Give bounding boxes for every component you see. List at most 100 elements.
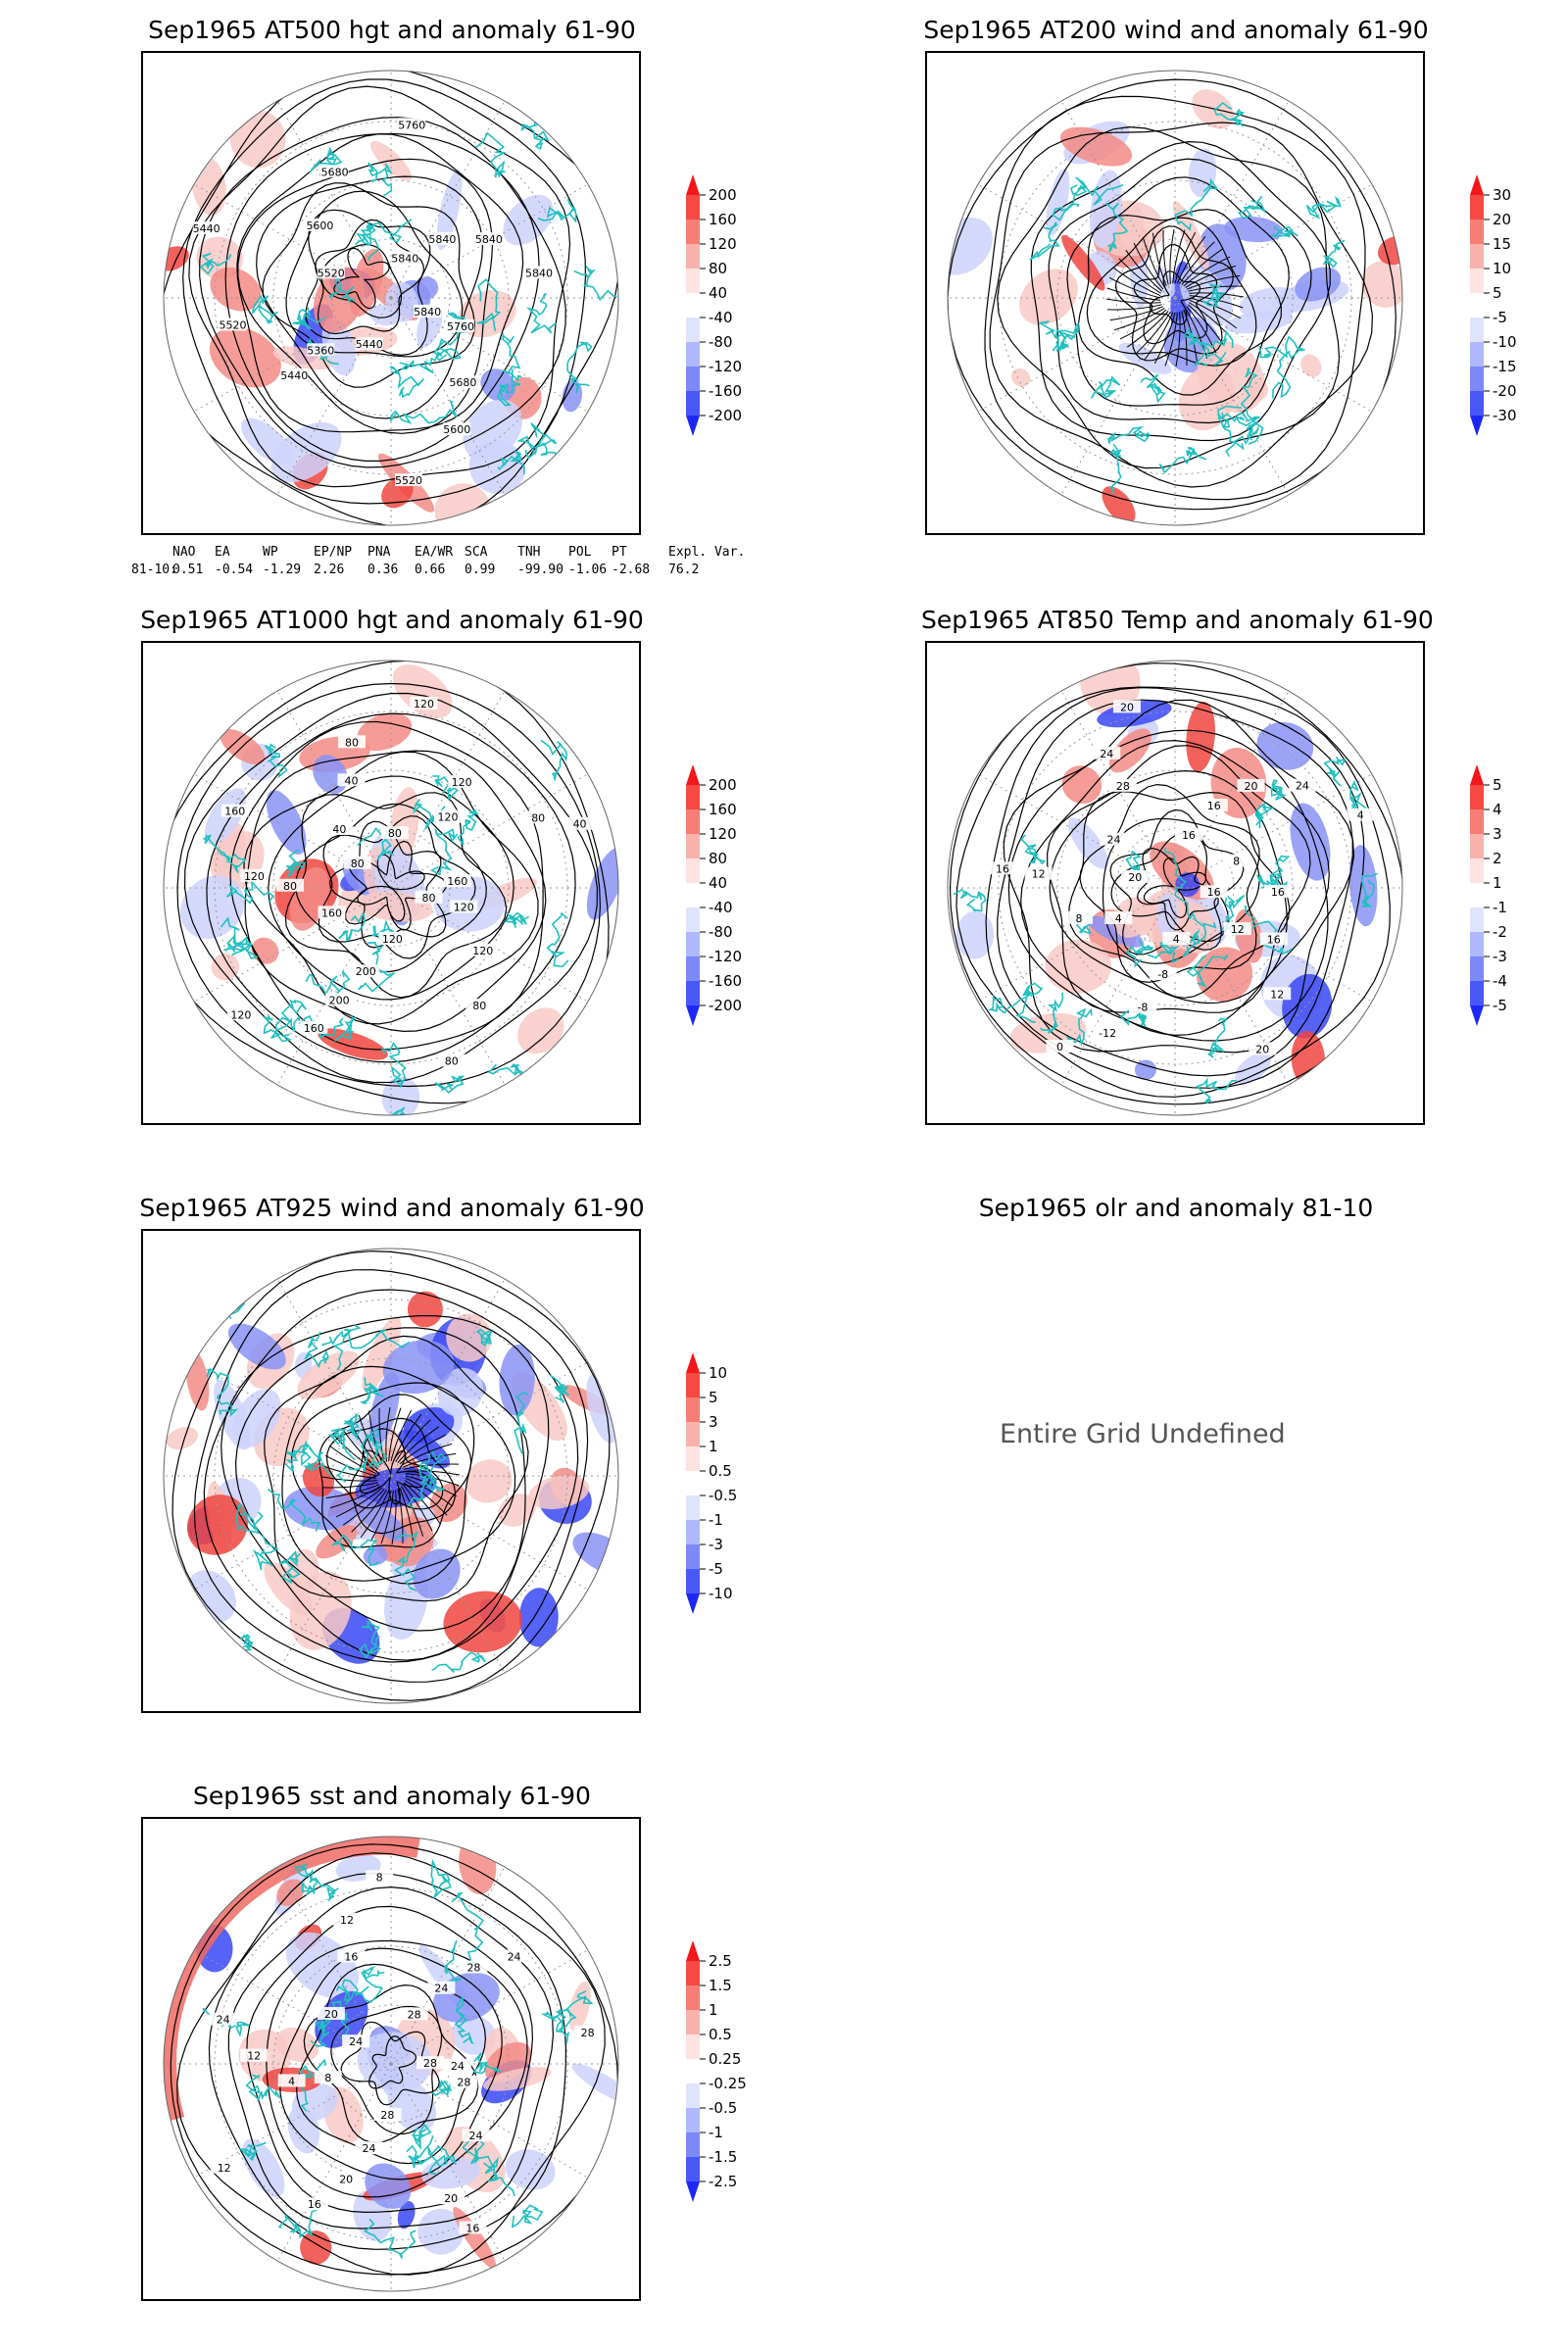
streamline (1107, 304, 1162, 311)
contour-label-bg (1237, 778, 1265, 792)
contour-line (1077, 209, 1283, 396)
streamline (321, 1476, 377, 1482)
contour-line (949, 662, 1402, 1105)
colorbar-label: -80 (709, 333, 733, 351)
contour-line (164, 71, 618, 525)
contour-label: 24 (1296, 780, 1309, 793)
index-value: -0.54 (215, 563, 254, 577)
contour-line (220, 1315, 550, 1661)
streamline (391, 1490, 397, 1545)
meridian (390, 297, 589, 413)
anomaly-patch (1300, 354, 1322, 377)
coastline (1258, 335, 1305, 359)
anomaly-patch (420, 2157, 480, 2189)
coastline (285, 850, 306, 879)
colorbar-segment (1470, 195, 1484, 220)
streamline (397, 1426, 440, 1463)
coastline (1221, 894, 1246, 930)
colorbar-arrow-bottom (686, 1593, 700, 1614)
colorbar-segment (686, 2010, 700, 2034)
contour-label-bg (1121, 869, 1150, 883)
coastline (987, 991, 1034, 1014)
panel-at850: Sep1965 AT850 Temp and anomaly 61-90 16 1… (921, 606, 1507, 1156)
coastline (406, 2135, 434, 2169)
anomaly-patch (318, 1028, 388, 1060)
contour-label-bg (314, 2071, 342, 2084)
meridian (390, 100, 506, 299)
coastline (333, 1015, 357, 1042)
index-header: SCA (465, 545, 488, 560)
contour-label-bg (1200, 799, 1228, 812)
coastline (267, 1488, 321, 1532)
colorbar-segment (686, 809, 700, 834)
contour-line (984, 95, 1366, 501)
contour-label: 120 (452, 776, 472, 789)
panel-title: Sep1965 AT200 wind and anomaly 61-90 (923, 16, 1429, 44)
contour-label: 120 (244, 870, 265, 883)
colorbar-arrow-bottom (1470, 1005, 1484, 1026)
anomaly-patch (266, 790, 307, 855)
contour-label: 5840 (525, 267, 553, 279)
coastline (418, 1450, 448, 1485)
streamline (1108, 276, 1161, 299)
contour-label: 16 (1207, 800, 1221, 812)
streamline (1152, 232, 1167, 287)
coastline (355, 220, 376, 246)
meridian (1174, 297, 1290, 496)
contour-label: 28 (466, 1961, 480, 1974)
contour-label: 20 (1245, 780, 1258, 793)
coastline (1174, 177, 1219, 231)
anomaly-patch (505, 2149, 556, 2190)
streamline (360, 1490, 390, 1539)
colorbar-label: -1 (709, 1511, 723, 1529)
contour-label: 160 (321, 906, 342, 919)
coastline (236, 1634, 254, 1656)
contour-label: 80 (351, 858, 365, 870)
contour-label-bg (380, 826, 409, 840)
contour-label: -12 (1099, 1027, 1116, 1040)
anomaly-patch (517, 1007, 564, 1054)
colorbar-segment (686, 1520, 700, 1544)
colorbar: 5 4 3 2 1 -1 -2 -3 -4 -5 (1462, 760, 1550, 1058)
contour-label-bg (1259, 932, 1288, 946)
contour-label-bg (1104, 910, 1133, 924)
coastline (1271, 225, 1298, 238)
coastline (1186, 954, 1229, 988)
contour-label: 80 (445, 1055, 459, 1068)
contour-line (1086, 217, 1257, 367)
anomaly-patch (518, 1588, 559, 1647)
streamline (401, 1486, 424, 1538)
contour-label-bg (325, 993, 354, 1006)
colorbar-segment (686, 1373, 700, 1397)
streamline (1185, 265, 1237, 288)
contour-line (1046, 745, 1311, 1013)
colorbar-label: 120 (709, 235, 737, 253)
contour-label: 16 (344, 1950, 358, 1963)
contour-line (266, 1939, 528, 2198)
coastline (475, 1328, 493, 1348)
coastline (328, 1428, 356, 1461)
colorbar-segment (686, 293, 700, 318)
contour-label: 5760 (447, 320, 474, 333)
contour-line (237, 158, 494, 434)
contour-label-bg (437, 1054, 466, 1067)
streamline (1113, 308, 1165, 331)
contour-label-bg (449, 375, 477, 389)
coastline (298, 2058, 327, 2112)
coastline (540, 739, 568, 783)
colorbar-label: -2.5 (709, 2173, 737, 2190)
anomaly-patch (413, 1548, 461, 1599)
colorbar-label: 3 (1493, 825, 1502, 843)
coastline (223, 935, 259, 959)
coastline (1201, 282, 1226, 308)
contour-label-bg (500, 1949, 528, 1963)
contour-label-bg (332, 1912, 361, 1926)
map-boundary (163, 1248, 619, 1704)
contour-label: 28 (457, 2077, 470, 2089)
colorbar-segment (686, 1985, 700, 2010)
coastline (203, 833, 247, 873)
colorbar-segment (1470, 269, 1484, 293)
meridian (193, 297, 392, 413)
colorbar-segment (1470, 981, 1484, 1005)
coastline (1020, 834, 1047, 865)
